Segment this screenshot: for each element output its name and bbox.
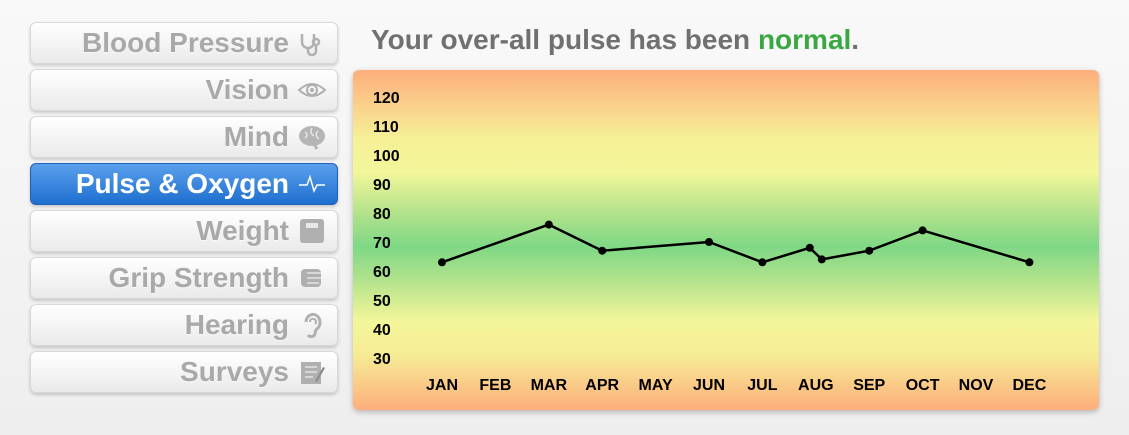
data-point xyxy=(817,255,826,264)
sidebar-item-label: Surveys xyxy=(180,356,289,387)
data-point xyxy=(865,246,874,255)
notepad-icon xyxy=(297,357,327,387)
pulse-icon xyxy=(297,169,327,199)
page-title: Your over-all pulse has been normal. xyxy=(371,24,859,56)
x-tick-label: OCT xyxy=(906,377,940,394)
data-point xyxy=(705,238,713,246)
data-point xyxy=(544,220,553,229)
status-word: normal xyxy=(757,24,852,55)
sidebar-item-pulse-oxygen[interactable]: Pulse & Oxygen xyxy=(30,163,338,205)
x-tick-label: NOV xyxy=(959,377,994,394)
y-tick-label: 60 xyxy=(373,264,391,281)
x-tick-label: JUN xyxy=(693,377,725,394)
pulse-chart: 30 40 50 60 70 80 90 100 110 120 JAN FEB MAR APR MAY JU… xyxy=(353,70,1099,410)
y-tick-label: 50 xyxy=(373,293,391,310)
sidebar-item-grip-strength[interactable]: Grip Strength xyxy=(30,257,338,299)
sidebar-item-vision[interactable]: Vision xyxy=(30,69,338,111)
headline-prefix: Your over-all pulse has been xyxy=(371,24,758,55)
sidebar-item-hearing[interactable]: Hearing xyxy=(30,304,338,346)
stethoscope-icon xyxy=(297,28,327,58)
data-point xyxy=(805,243,814,252)
y-tick-label: 100 xyxy=(373,148,400,165)
data-point xyxy=(438,258,446,267)
x-tick-label: APR xyxy=(585,377,619,394)
y-tick-label: 120 xyxy=(373,90,400,107)
sidebar-item-label: Hearing xyxy=(184,309,289,340)
sidebar: Blood Pressure Vision Mind Pulse & Oxyge… xyxy=(30,22,338,398)
series-line xyxy=(441,223,1030,264)
sidebar-item-surveys[interactable]: Surveys xyxy=(30,351,338,393)
sidebar-item-mind[interactable]: Mind xyxy=(30,116,338,158)
sidebar-item-label: Weight xyxy=(196,215,289,246)
sidebar-item-blood-pressure[interactable]: Blood Pressure xyxy=(30,22,338,64)
sidebar-item-label: Blood Pressure xyxy=(82,27,289,58)
data-point xyxy=(598,246,607,255)
data-point xyxy=(918,226,927,235)
fist-icon xyxy=(297,263,327,293)
x-tick-label: MAY xyxy=(639,377,673,394)
y-tick-label: 40 xyxy=(373,322,391,339)
y-tick-label: 30 xyxy=(373,351,391,368)
x-tick-label: MAR xyxy=(531,377,568,394)
ear-icon xyxy=(297,310,327,340)
scale-icon xyxy=(297,216,327,246)
x-tick-label: SEP xyxy=(853,377,885,394)
x-tick-label: DEC xyxy=(1013,377,1047,394)
y-tick-label: 110 xyxy=(373,119,399,136)
x-tick-label: AUG xyxy=(798,377,834,394)
sidebar-item-label: Mind xyxy=(223,121,289,152)
sidebar-item-label: Pulse & Oxygen xyxy=(75,168,289,199)
y-tick-label: 90 xyxy=(373,177,391,194)
sidebar-item-weight[interactable]: Weight xyxy=(30,210,338,252)
brain-icon xyxy=(297,122,327,152)
headline-suffix: . xyxy=(851,24,860,55)
y-tick-label: 80 xyxy=(373,206,391,223)
y-tick-label: 70 xyxy=(373,235,391,252)
x-tick-label: JUL xyxy=(747,377,777,394)
sidebar-item-label: Grip Strength xyxy=(108,262,289,293)
chart-canvas: 30 40 50 60 70 80 90 100 110 120 JAN FEB MAR APR MAY JU… xyxy=(373,90,1047,394)
x-tick-label: JAN xyxy=(426,377,458,394)
sidebar-item-label: Vision xyxy=(205,74,289,105)
data-point xyxy=(1025,258,1034,267)
eye-icon xyxy=(297,75,327,105)
data-point xyxy=(758,258,767,267)
x-tick-label: FEB xyxy=(479,377,511,394)
